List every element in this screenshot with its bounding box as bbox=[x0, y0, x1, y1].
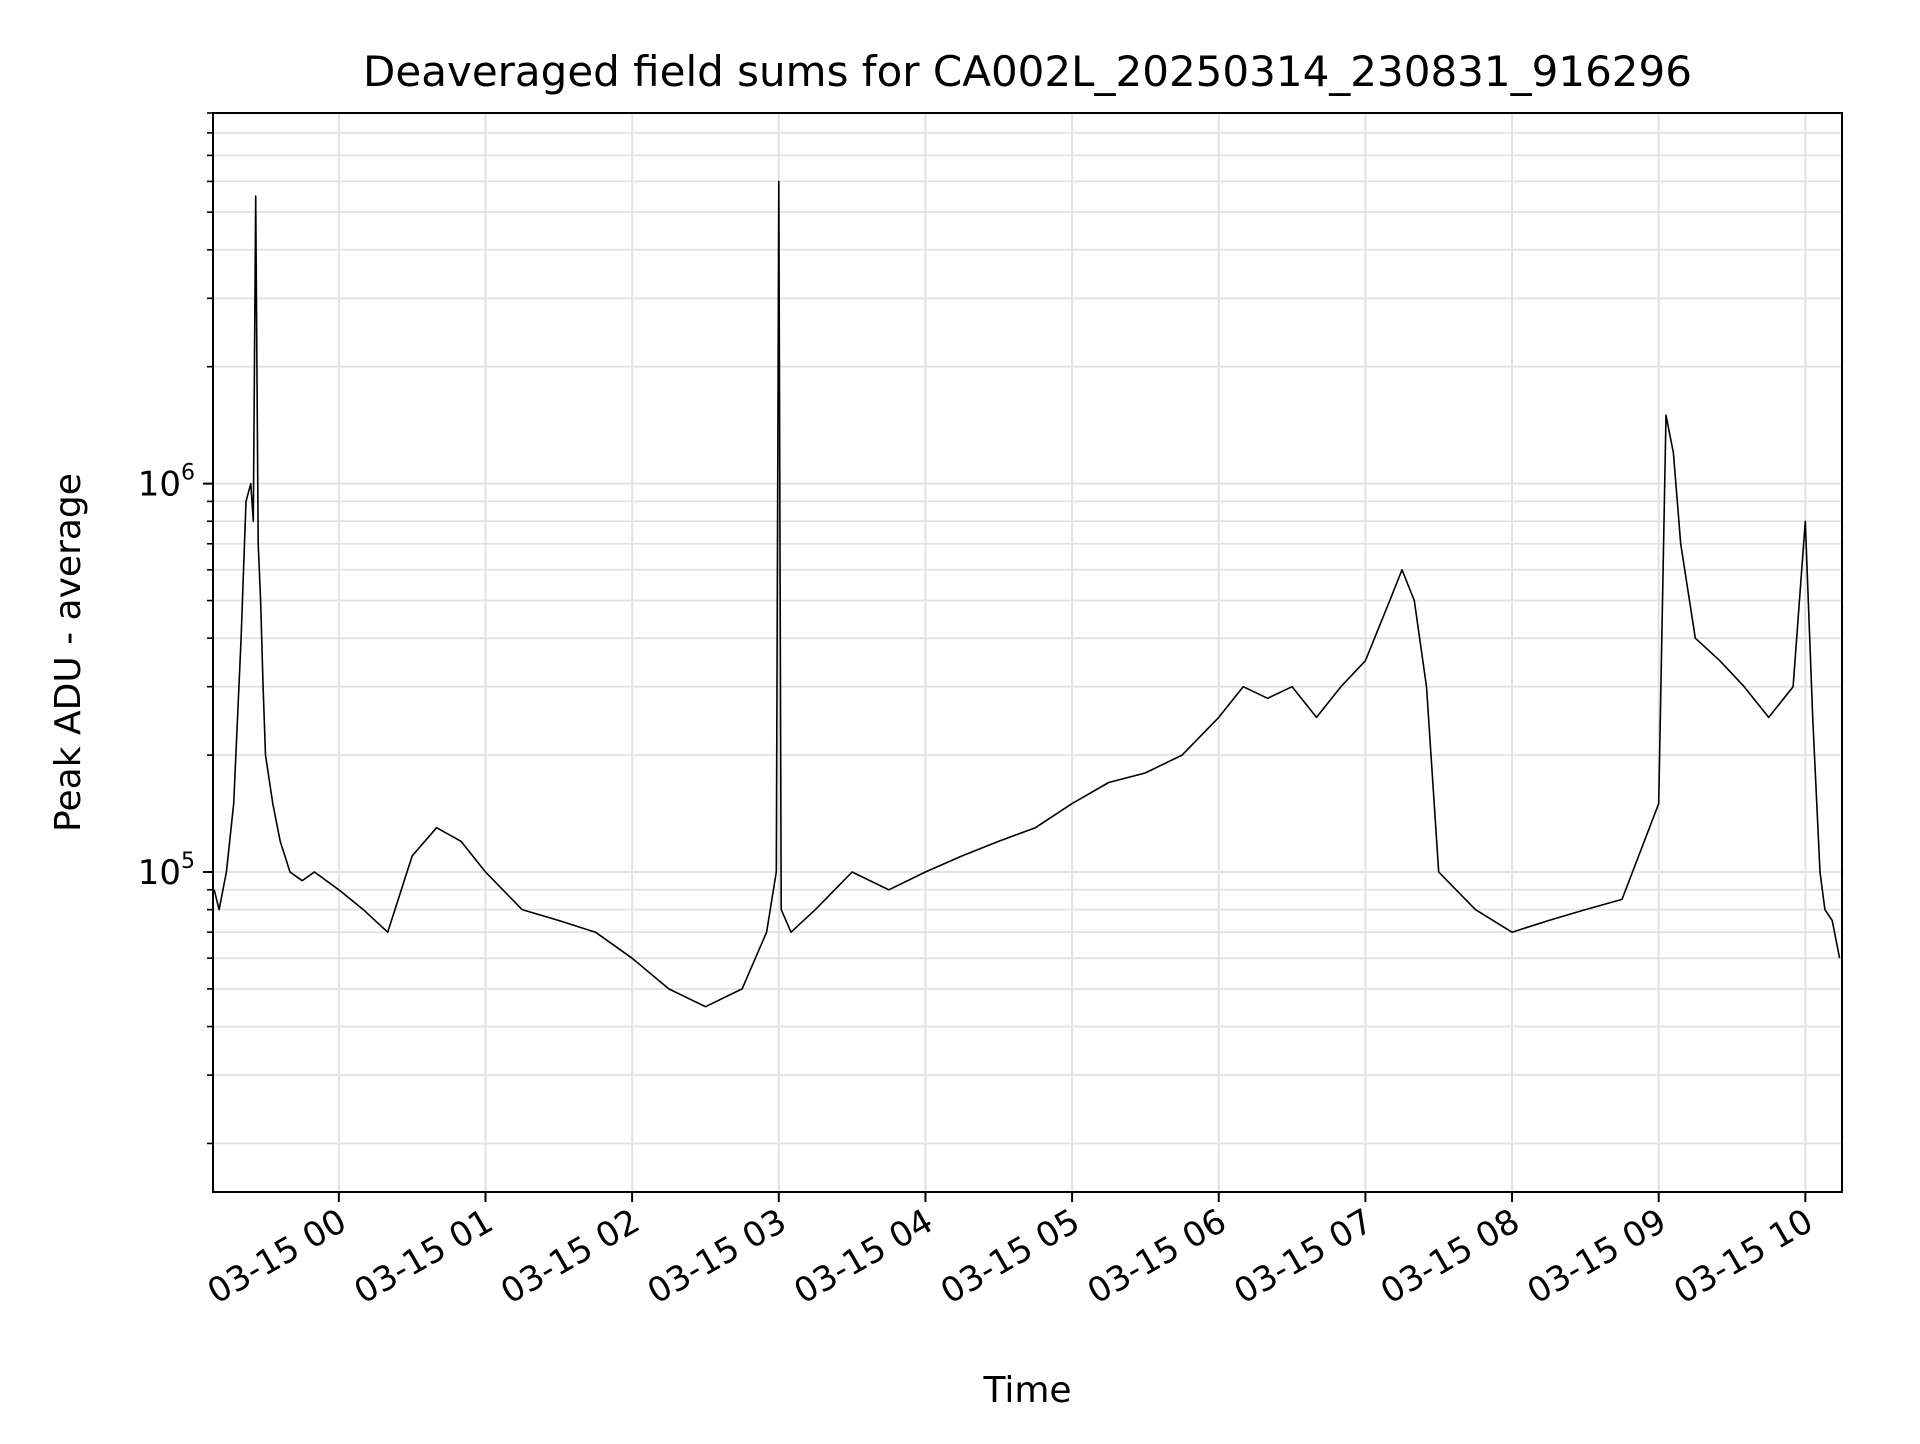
grid-layer bbox=[213, 112, 1842, 1192]
y-tick-label-base: 10 bbox=[138, 853, 181, 893]
x-tick-label: 03-15 04 bbox=[788, 1201, 940, 1312]
plot-frame bbox=[212, 112, 1843, 1193]
y-tick-label-exponent: 5 bbox=[181, 849, 195, 874]
x-tick-label: 03-15 00 bbox=[201, 1201, 353, 1312]
y-axis-label: Peak ADU - average bbox=[48, 473, 89, 832]
x-tick-label: 03-15 05 bbox=[934, 1201, 1086, 1312]
x-tick-label: 03-15 08 bbox=[1374, 1201, 1526, 1312]
y-tick-label-exponent: 6 bbox=[181, 461, 195, 486]
y-tick-label: 106 bbox=[138, 461, 195, 505]
x-tick-label: 03-15 02 bbox=[494, 1201, 646, 1312]
x-axis-label: Time bbox=[982, 1370, 1071, 1411]
series-layer bbox=[213, 180, 1841, 1008]
x-tick-label: 03-15 01 bbox=[348, 1201, 500, 1312]
x-tick-label: 03-15 09 bbox=[1521, 1201, 1673, 1312]
x-tick-label: 03-15 03 bbox=[641, 1201, 793, 1312]
x-tick-label: 03-15 06 bbox=[1081, 1201, 1233, 1312]
chart-title: Deaveraged field sums for CA002L_2025031… bbox=[363, 47, 1692, 96]
y-tick-label-base: 10 bbox=[138, 465, 181, 505]
x-tick-label: 03-15 10 bbox=[1667, 1201, 1819, 1312]
x-tick-label: 03-15 07 bbox=[1227, 1201, 1379, 1312]
y-tick-label: 105 bbox=[138, 849, 195, 893]
series-line bbox=[213, 180, 1841, 1008]
